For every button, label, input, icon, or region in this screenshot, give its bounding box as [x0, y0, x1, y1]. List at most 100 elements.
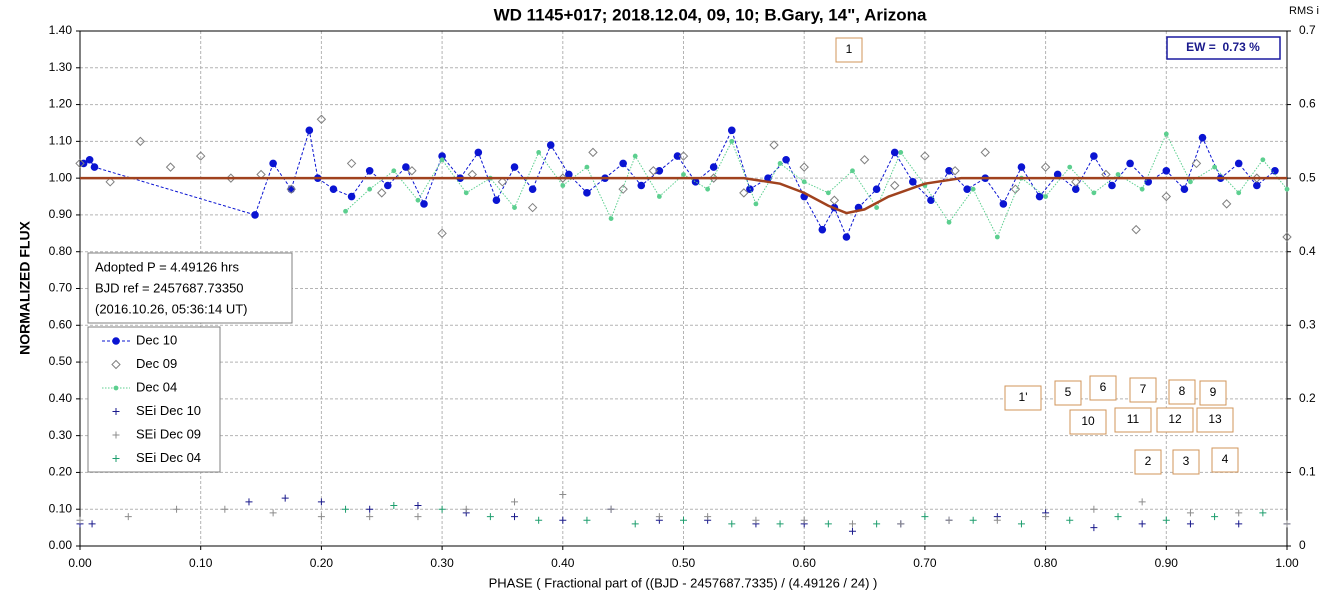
data-point: [898, 149, 904, 155]
data-point: [407, 166, 417, 176]
data-point: [1162, 516, 1170, 524]
data-point: [414, 502, 422, 510]
info-box: [87, 252, 293, 324]
x-tick-label: 0.60: [793, 556, 817, 570]
data-point: [588, 147, 598, 158]
y-tick-label: 0.80: [49, 244, 73, 258]
annotation-label: 5: [1065, 385, 1072, 399]
data-point: [648, 166, 659, 176]
data-point: [776, 520, 784, 528]
y2-tick-label: 0.5: [1299, 170, 1316, 184]
annotation-label: 3: [1183, 454, 1190, 468]
y-tick-label: 0.00: [49, 538, 73, 552]
data-point: [1115, 172, 1121, 177]
data-point: [1067, 164, 1073, 170]
annotation-label: 11: [1127, 412, 1140, 426]
data-point: [584, 164, 590, 170]
x-tick-label: 0.70: [913, 556, 937, 570]
annotation-label: 1': [1019, 390, 1028, 404]
info-text: BJD ref = 2457687.73350: [95, 280, 244, 295]
data-point: [497, 177, 508, 187]
data-point: [619, 159, 627, 168]
data-point: [848, 520, 856, 528]
data-point: [980, 147, 990, 158]
data-point: [391, 168, 397, 174]
data-point: [269, 509, 277, 517]
y2-tick-label: 0.7: [1299, 23, 1316, 37]
data-point: [1252, 173, 1262, 183]
annotation-box: [1196, 407, 1234, 433]
data-point: [1040, 162, 1051, 172]
data-point: [637, 181, 646, 190]
data-point: [377, 188, 387, 198]
data-point: [1071, 177, 1081, 187]
data-point: [546, 141, 555, 149]
data-point: [874, 205, 880, 210]
data-point: [76, 516, 84, 524]
data-point: [709, 163, 718, 171]
annotation-box: [1089, 375, 1117, 401]
data-point: [704, 513, 712, 521]
data-point: [859, 155, 870, 165]
data-point: [1090, 152, 1098, 160]
data-point: [1114, 513, 1122, 521]
x-tick-label: 0.50: [672, 556, 696, 570]
data-point: [565, 170, 573, 179]
data-point: [221, 505, 229, 513]
legend-label: SEi Dec 10: [136, 403, 201, 418]
data-point: [829, 195, 840, 205]
data-point: [559, 491, 567, 498]
data-point: [1091, 190, 1097, 196]
data-point: [486, 513, 494, 521]
data-point: [474, 148, 483, 157]
data-point: [317, 513, 325, 521]
data-point: [927, 196, 935, 205]
data-point: [559, 516, 567, 524]
data-point: [366, 513, 374, 521]
data-point: [799, 162, 809, 172]
data-point: [618, 184, 628, 194]
legend-marker: [112, 455, 120, 462]
info-text: (2016.10.26, 05:36:14 UT): [95, 301, 248, 316]
data-point: [528, 185, 537, 193]
legend-marker: [112, 408, 120, 415]
data-point: [1235, 509, 1243, 517]
data-point: [226, 173, 236, 183]
annotation-box: [1156, 407, 1194, 433]
data-point: [656, 194, 662, 199]
data-point: [269, 159, 277, 168]
annotation-box: [1134, 449, 1162, 475]
data-point: [342, 505, 350, 513]
data-point: [583, 189, 591, 197]
data-point: [897, 520, 905, 528]
data-point: [420, 200, 428, 208]
data-point: [801, 179, 807, 185]
data-point: [510, 163, 519, 171]
data-point: [1017, 520, 1025, 528]
annotation-box: [1054, 380, 1082, 406]
data-point: [343, 208, 348, 214]
data-point: [1043, 194, 1048, 199]
annotation-box: [1211, 447, 1239, 473]
data-point: [873, 520, 881, 528]
data-point: [673, 152, 682, 160]
data-point: [1108, 181, 1116, 190]
x-tick-label: 0.90: [1155, 556, 1179, 570]
data-point: [950, 166, 960, 176]
data-point: [135, 136, 146, 147]
data-point: [173, 505, 181, 513]
x-tick-label: 1.00: [1275, 556, 1299, 570]
data-point: [1162, 166, 1171, 175]
data-point: [365, 166, 374, 175]
data-point: [729, 138, 735, 144]
data-point: [286, 184, 296, 194]
data-point: [945, 166, 953, 175]
legend-label: Dec 09: [136, 356, 177, 371]
data-point: [1010, 184, 1021, 194]
y-tick-label: 0.70: [49, 281, 73, 295]
y-tick-label: 1.40: [49, 23, 73, 37]
data-point: [346, 158, 357, 169]
data-point: [462, 505, 470, 513]
legend-marker: [112, 431, 120, 439]
